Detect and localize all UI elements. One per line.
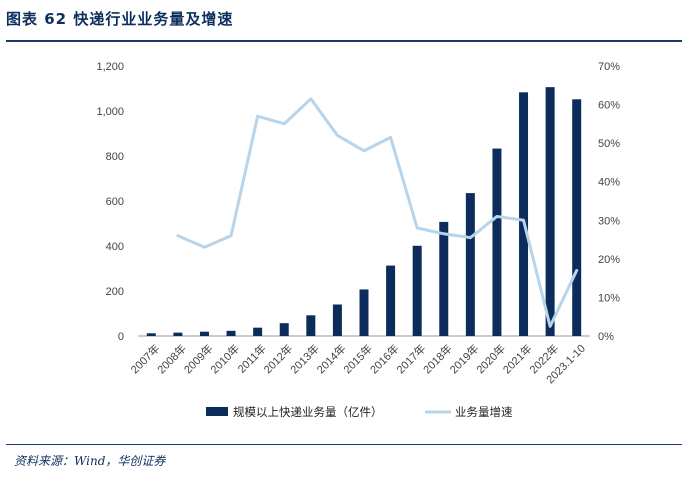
bar [412, 245, 422, 336]
line-point [575, 269, 578, 272]
right-axis-tick-label: 60% [598, 100, 620, 112]
line-point [309, 97, 312, 100]
bar [439, 221, 449, 336]
line-point [549, 325, 552, 328]
line-point [389, 136, 392, 139]
right-axis-tick-label: 70% [598, 61, 620, 73]
bar [572, 99, 582, 336]
x-axis-tick-label: 2019年 [447, 341, 482, 376]
bar [332, 304, 342, 336]
line-point [495, 215, 498, 218]
x-axis-tick-label: 2015年 [340, 341, 375, 376]
figure-title: 图表 62 快递行业业务量及增速 [6, 10, 234, 28]
line-point [469, 236, 472, 239]
line-point [336, 134, 339, 137]
legend-bar-swatch [206, 407, 228, 416]
bar [545, 87, 555, 337]
bar [359, 289, 369, 336]
x-axis-tick-label: 2012年 [260, 341, 295, 376]
bar [465, 193, 475, 336]
growth-line [176, 97, 579, 328]
x-axis-tick-label: 2016年 [367, 341, 402, 376]
right-axis-tick-label: 20% [598, 254, 620, 266]
left-axis-tick-label: 200 [106, 286, 124, 298]
bar [306, 315, 316, 336]
bar [386, 265, 396, 336]
title-rule [6, 40, 682, 42]
x-axis-tick-label: 2020年 [473, 341, 508, 376]
chart: 0 200 400 600 800 1,000 1,200 0% 10% 20% 30% 40% 50%… [96, 61, 620, 419]
bar [519, 92, 529, 336]
right-axis-tick-label: 0% [598, 331, 614, 343]
left-axis-tick-label: 800 [106, 151, 124, 163]
left-axis-tick-label: 0 [118, 331, 124, 343]
line-point [176, 234, 179, 237]
line-point [230, 234, 233, 237]
source-note: 资料来源：Wind，华创证券 [14, 454, 166, 468]
right-axis-tick-label: 50% [598, 138, 620, 150]
line-point [442, 232, 445, 235]
x-axis-tick-label: 2008年 [154, 341, 189, 376]
right-axis-tick-label: 10% [598, 292, 620, 304]
x-axis-tick-label: 2021年 [500, 341, 535, 376]
source-rule [6, 444, 682, 445]
x-axis-tick-label: 2013年 [287, 341, 322, 376]
legend-bar-label: 规模以上快递业务量（亿件） [233, 405, 383, 419]
left-axis-tick-label: 400 [106, 241, 124, 253]
line-point [203, 246, 206, 249]
bar [173, 332, 183, 336]
left-axis-tick-label: 600 [106, 196, 124, 208]
bar [199, 331, 209, 336]
x-axis-tick-label: 2018年 [420, 341, 455, 376]
x-axis-tick-label: 2014年 [314, 341, 349, 376]
x-axis-tick-label: 2007年 [128, 341, 163, 376]
x-axis-tick-label: 2017年 [393, 341, 428, 376]
line-point [363, 149, 365, 152]
line-point [416, 227, 419, 229]
legend-line-label: 业务量增速 [455, 405, 513, 419]
line-point [522, 219, 525, 222]
right-axis-tick-label: 30% [598, 215, 620, 227]
bar [492, 148, 502, 336]
right-axis-tick-label: 40% [598, 177, 620, 189]
bar [226, 330, 236, 336]
line-point [283, 122, 286, 125]
bar [253, 327, 263, 336]
line-point [256, 115, 259, 118]
x-axis-tick-label: 2009年 [181, 341, 216, 376]
left-axis-tick-label: 1,200 [96, 61, 124, 73]
bar [146, 333, 156, 336]
bar [279, 323, 289, 336]
left-axis-tick-label: 1,000 [96, 106, 124, 118]
x-axis-tick-label: 2010年 [207, 341, 242, 376]
